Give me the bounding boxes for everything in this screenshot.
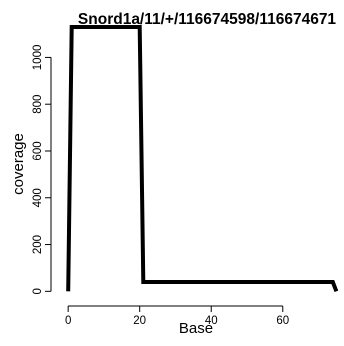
x-tick-label: 60: [276, 315, 289, 327]
y-tick-label: 200: [32, 235, 44, 254]
y-axis-label: coverage: [10, 133, 27, 195]
y-tick-label: 1000: [32, 45, 44, 71]
chart-title: Snord1a/11/+/116674598/116674671: [78, 11, 337, 28]
y-axis: 0 200 400 600 800 1000: [32, 45, 52, 295]
x-axis-label: Base: [179, 320, 213, 337]
coverage-line: [66, 25, 339, 293]
x-tick-label: 0: [65, 315, 71, 327]
x-tick-label: 40: [205, 315, 218, 327]
x-tick-label: 20: [133, 315, 146, 327]
x-axis: 0 20 40 60: [65, 305, 289, 327]
y-tick-label: 600: [32, 141, 44, 160]
y-tick-label: 800: [32, 95, 44, 114]
series-layer: [66, 25, 339, 293]
y-tick-label: 400: [32, 188, 44, 207]
y-tick-label: 0: [32, 288, 44, 294]
